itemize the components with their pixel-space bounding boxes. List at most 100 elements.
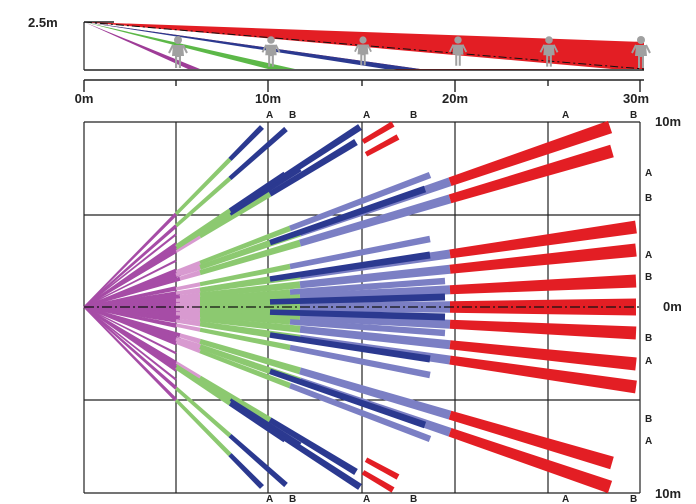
beam-segment	[179, 333, 201, 344]
person-icon	[261, 36, 281, 67]
beam-segment	[199, 240, 271, 269]
beam-segment	[176, 307, 201, 313]
zone-right-b3: B	[645, 333, 652, 344]
beam-segment	[199, 345, 271, 374]
beam-segment	[199, 308, 271, 315]
zone-top-a2: A	[363, 110, 370, 121]
beam-segment	[448, 120, 613, 186]
beam-segment	[174, 157, 232, 216]
top-view: 10m 0m 10m A B A B B A B A A B A B A B A…	[83, 110, 682, 504]
beam-segment	[175, 260, 201, 274]
height-label: 2.5m	[28, 15, 58, 30]
zone-right-b4: B	[645, 414, 652, 425]
blue-beam	[84, 22, 420, 69]
zone-right-a4: A	[645, 436, 652, 447]
beam-segment	[175, 287, 201, 295]
zone-right-a1: A	[645, 168, 652, 179]
beam-segment	[268, 139, 358, 197]
beam-segment	[199, 349, 291, 389]
beam-segment	[299, 367, 452, 420]
beam-segment	[268, 417, 358, 475]
beam-segment	[228, 401, 287, 443]
beam-segment	[299, 264, 451, 289]
beam-segment	[228, 166, 302, 216]
beam-segment	[83, 306, 177, 328]
beam-segment	[269, 332, 431, 363]
right-label-top-10m: 10m	[655, 114, 681, 129]
beam-segment	[449, 274, 637, 295]
beam-segment	[175, 311, 201, 318]
zone-bottom-a1: A	[266, 494, 273, 504]
beam-segment	[199, 327, 291, 351]
beam-segment	[83, 306, 177, 337]
beam-segment	[299, 313, 451, 329]
beam-segment	[289, 172, 432, 231]
zone-bottom-b2: B	[410, 494, 417, 504]
beam-segment	[269, 185, 427, 246]
beam-segment	[83, 242, 177, 308]
beam-segment	[448, 428, 613, 494]
beam-segment	[175, 323, 201, 332]
zone-top-b2: B	[410, 110, 417, 121]
beam-segment	[199, 191, 272, 239]
beam-segment	[449, 220, 637, 259]
beam-segment	[83, 306, 177, 320]
beam-segment	[449, 340, 637, 371]
beam-segment	[83, 294, 177, 308]
beam-segment	[199, 316, 301, 333]
beam-segment	[361, 470, 395, 493]
beam-segment	[83, 306, 177, 381]
beam-segment	[364, 457, 400, 480]
beams	[83, 120, 637, 494]
beam-segment	[83, 268, 177, 308]
beam-segment	[199, 281, 301, 298]
beam-segment	[269, 251, 431, 282]
beam-segment	[175, 337, 201, 349]
beam-segment	[199, 322, 271, 338]
right-label-0m: 0m	[663, 299, 682, 314]
beam-segment	[289, 235, 431, 270]
person-icon	[539, 36, 559, 67]
beam-segment	[83, 277, 177, 308]
beam-segment	[450, 302, 636, 316]
zone-top-b3: B	[630, 110, 637, 121]
beam-segment	[228, 398, 302, 448]
beam-segment	[361, 121, 395, 144]
beam-segment	[269, 309, 446, 321]
beam-segment	[175, 234, 201, 253]
beam-segment	[199, 313, 291, 325]
beam-segment	[174, 398, 232, 457]
beam-segment	[199, 338, 301, 375]
beam-segment	[174, 386, 232, 438]
zone-bottom-a2: A	[363, 494, 370, 504]
beam-segment	[289, 277, 446, 295]
beam-segment	[269, 368, 427, 429]
beam-segment	[299, 285, 451, 301]
zone-right-a3: A	[645, 356, 652, 367]
beam-segment	[83, 306, 178, 402]
beam-segment	[300, 303, 450, 313]
beam-segment	[174, 176, 232, 228]
beam-segment	[83, 306, 177, 363]
beam-segment	[83, 251, 177, 308]
zone-top-b1: B	[289, 110, 296, 121]
beam-segment	[199, 375, 272, 423]
purple-beam	[84, 22, 200, 69]
zone-bottom-b3: B	[630, 494, 637, 504]
beam-segment	[448, 144, 614, 204]
beam-segment	[228, 434, 288, 488]
beam-segment	[179, 270, 201, 281]
beam-segment	[175, 282, 201, 291]
beam-segment	[448, 410, 614, 470]
beam-segment	[83, 233, 177, 308]
distance-label-20m: 20m	[442, 91, 468, 106]
beam-segment	[199, 299, 271, 306]
zone-right-a2: A	[645, 250, 652, 261]
person-icon	[168, 36, 188, 68]
beam-segment	[175, 361, 201, 380]
distance-label-10m: 10m	[255, 91, 281, 106]
beam-segment	[176, 301, 201, 307]
beam-segment	[289, 319, 446, 337]
beam-segment	[175, 208, 232, 248]
